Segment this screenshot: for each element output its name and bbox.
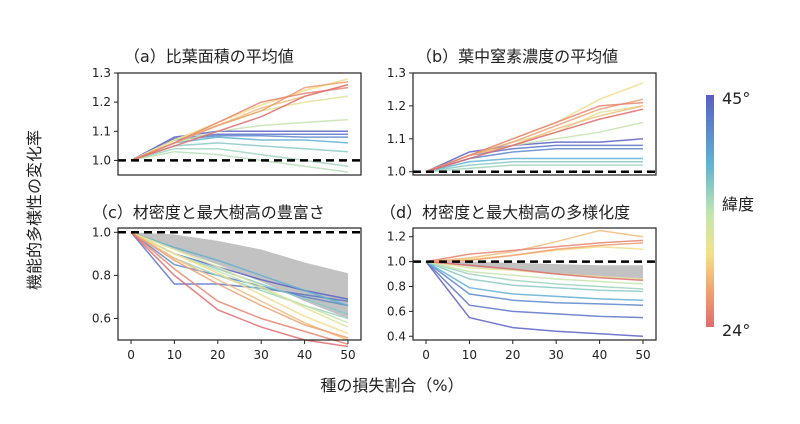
panel-a-frame xyxy=(117,72,362,176)
panel-d-plot: 0.4 0.6 0.8 1.0 1.2 0 10 20 30 40 50 xyxy=(387,227,657,362)
panel-d-series-7 xyxy=(425,260,644,285)
x-axis-label: 種の損失割合（%） xyxy=(320,376,463,395)
panel-d-series-1 xyxy=(425,261,644,338)
panel-d-series-6 xyxy=(425,260,644,290)
colorbar-bottom-label: 24° xyxy=(722,321,750,340)
panel-c-series-8 xyxy=(130,231,349,328)
y-axis-label: 機能的多様性の変化率 xyxy=(25,130,44,290)
panel-a-series-7 xyxy=(130,150,349,173)
panel-c-xtick-label: 10 xyxy=(167,348,182,362)
panel-d-series-11 xyxy=(425,242,644,263)
panel-d-series-12 xyxy=(425,239,644,263)
panel-c-series-9 xyxy=(130,231,349,335)
panel-b-series-12 xyxy=(425,101,644,173)
panel-c-ytick-label: 0.8 xyxy=(92,268,111,282)
panel-b-plot: 1.0 1.1 1.2 1.3 xyxy=(387,66,657,179)
panel-c-xtick-label: 30 xyxy=(254,348,269,362)
panel-a-series-10 xyxy=(130,78,349,162)
panel-d-series-5 xyxy=(425,260,644,293)
panel-b-frame xyxy=(412,72,657,176)
panel-a-ytick-label: 1.3 xyxy=(92,66,111,80)
panel-a-series-1 xyxy=(130,130,348,162)
panel-a-ytick-label: 1.0 xyxy=(92,153,111,167)
panel-b-ytick-label: 1.0 xyxy=(387,165,406,179)
panel-b-series-5 xyxy=(425,161,643,173)
panel-a-plot: 1.0 1.1 1.2 1.3 xyxy=(92,66,362,176)
panel-b-series-6 xyxy=(425,164,643,173)
panel-a-series-14 xyxy=(130,83,349,162)
panel-b-ytick-label: 1.3 xyxy=(387,66,406,80)
panel-d-ytick-label: 1.2 xyxy=(387,230,406,244)
panel-d-ytick-label: 0.6 xyxy=(387,304,406,318)
panel-a-ytick-label: 1.2 xyxy=(92,95,111,109)
colorbar xyxy=(706,95,714,327)
panel-c-series-4 xyxy=(130,231,349,307)
panel-d-xtick-label: 50 xyxy=(635,348,650,362)
panel-c-band xyxy=(131,232,348,319)
panel-d-xtick-label: 10 xyxy=(462,348,477,362)
panel-a-series-2 xyxy=(130,133,348,162)
panel-d-xtick-label: 20 xyxy=(505,348,520,362)
panel-c-xtick-label: 0 xyxy=(127,348,135,362)
panel-d-ytick-label: 0.4 xyxy=(387,329,406,343)
panel-d-xtick-label: 30 xyxy=(549,348,564,362)
panel-b-series-1 xyxy=(425,138,644,173)
panel-c-xtick-label: 50 xyxy=(340,348,355,362)
panel-b-title: （b）葉中窒素濃度の平均値 xyxy=(416,47,618,66)
panel-d-series-2 xyxy=(425,261,644,319)
panel-c-plot: 0.6 0.8 1.0 0 10 20 30 40 50 xyxy=(92,225,362,362)
panel-c-frame xyxy=(117,227,362,341)
panel-a-series-13 xyxy=(130,86,349,162)
panel-a-series-6 xyxy=(130,148,349,168)
panel-a-ytick-label: 1.1 xyxy=(92,124,111,138)
panel-d-xtick-label: 0 xyxy=(422,348,430,362)
panel-c-series-2 xyxy=(130,231,349,302)
panel-c-title: （c）材密度と最大樹高の豊富さ xyxy=(92,203,325,222)
panel-c-xtick-label: 40 xyxy=(297,348,312,362)
panel-c-xtick-label: 20 xyxy=(210,348,225,362)
colorbar-top-label: 45° xyxy=(722,89,750,108)
panel-d-frame xyxy=(412,227,657,341)
panel-d-ytick-label: 1.0 xyxy=(387,255,406,269)
panel-d-title: （d）材密度と最大樹高の多様化度 xyxy=(380,203,630,222)
panel-d-ytick-label: 0.8 xyxy=(387,279,406,293)
panel-c-series-10 xyxy=(130,231,349,341)
panel-d-series-3 xyxy=(425,260,644,306)
panel-c-ytick-label: 0.6 xyxy=(92,311,111,325)
panel-d-xtick-label: 40 xyxy=(592,348,607,362)
panel-a-title: （a）比葉面積の平均値 xyxy=(124,47,294,66)
panel-d-series-10 xyxy=(425,229,644,263)
panel-c-series-3 xyxy=(130,231,349,307)
panel-b-ytick-label: 1.2 xyxy=(387,99,406,113)
panel-c-series-13 xyxy=(130,231,349,348)
panel-d-series-13 xyxy=(425,260,644,282)
panel-c-series-11 xyxy=(130,231,349,339)
panel-b-series-13 xyxy=(425,108,644,173)
colorbar-label: 緯度 xyxy=(722,195,754,214)
panel-b-series-4 xyxy=(425,157,643,173)
panel-c-ytick-label: 1.0 xyxy=(92,225,111,239)
panel-d-series-4 xyxy=(425,260,644,301)
panel-c-series-12 xyxy=(130,231,349,346)
panel-b-ytick-label: 1.1 xyxy=(387,132,406,146)
